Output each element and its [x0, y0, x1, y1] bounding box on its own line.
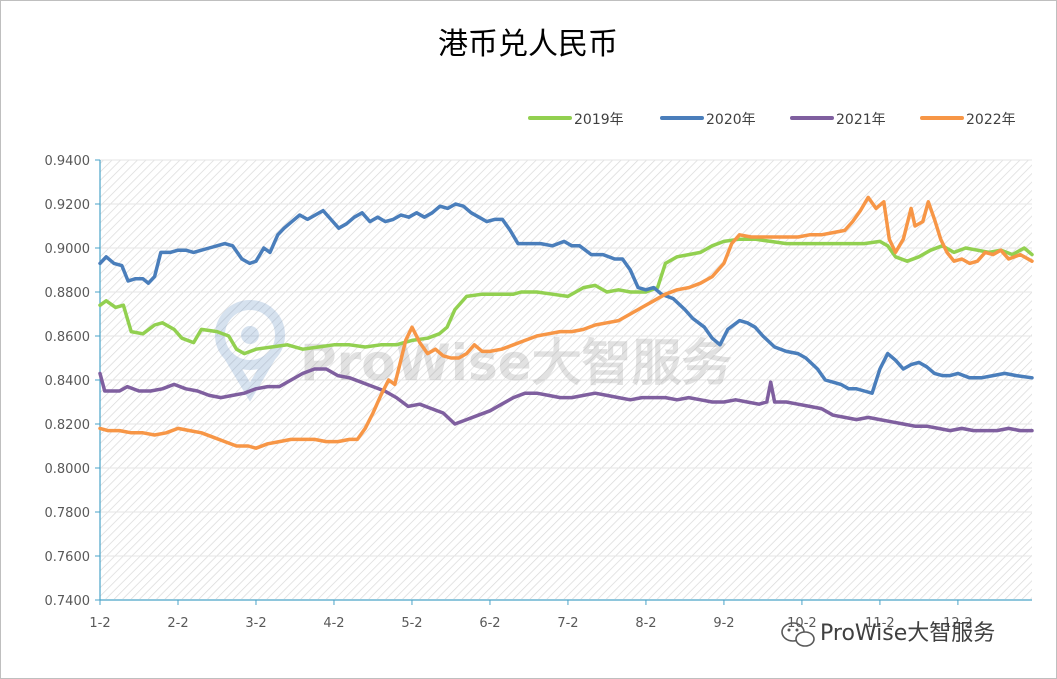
x-tick-label: 9-2: [713, 616, 734, 631]
x-tick-label: 11-2: [865, 616, 895, 631]
x-tick-label: 10-2: [787, 616, 817, 631]
x-tick-label: 1-2: [89, 616, 110, 631]
legend-label: 2019年: [574, 112, 624, 128]
x-tick-label: 5-2: [401, 616, 422, 631]
y-tick-label: 0.7600: [45, 550, 91, 565]
legend-label: 2020年: [706, 112, 756, 128]
y-tick-label: 0.8800: [45, 286, 91, 301]
series-line-4: [98, 195, 1034, 450]
y-tick-label: 0.8200: [45, 418, 91, 433]
wechat-icon: [781, 622, 815, 647]
y-tick-label: 0.9200: [45, 198, 91, 213]
y-tick-label: 0.7400: [45, 594, 91, 609]
x-tick-label: 8-2: [635, 616, 656, 631]
series-line-2: [98, 202, 1034, 395]
y-tick-label: 0.8400: [45, 374, 91, 389]
x-tick-labels: 1-2 2-2 3-2 4-2 5-2 6-2 7-2 8-2 9-2 10-2 11-2 12-2: [89, 600, 973, 631]
y-tick-labels: 0.9400 0.9200 0.9000 0.8800 0.8600 0.8400 0.82…: [45, 154, 100, 609]
y-tick-label: 0.7800: [45, 506, 91, 521]
legend-label: 2022年: [966, 112, 1016, 128]
x-tick-label: 7-2: [557, 616, 578, 631]
y-tick-label: 0.8000: [45, 462, 91, 477]
x-tick-label: 3-2: [245, 616, 266, 631]
legend-label: 2021年: [836, 112, 886, 128]
x-tick-label: 4-2: [323, 616, 344, 631]
y-tick-label: 0.9000: [45, 242, 91, 257]
x-tick-label: 12-2: [943, 616, 973, 631]
series-line-3: [98, 367, 1034, 433]
watermark-corner: ProWise大智服务: [781, 621, 995, 647]
chart-title: 港币兑人民币: [438, 27, 618, 62]
watermark-corner-text: ProWise大智服务: [820, 621, 995, 646]
x-tick-label: 2-2: [167, 616, 188, 631]
series-line-1: [98, 237, 1034, 356]
legend: 2019年 2020年 2021年 2022年: [528, 112, 1016, 128]
y-tick-label: 0.8600: [45, 330, 91, 345]
x-tick-label: 6-2: [479, 616, 500, 631]
y-tick-label: 0.9400: [45, 154, 91, 169]
series-lines: [98, 195, 1034, 450]
